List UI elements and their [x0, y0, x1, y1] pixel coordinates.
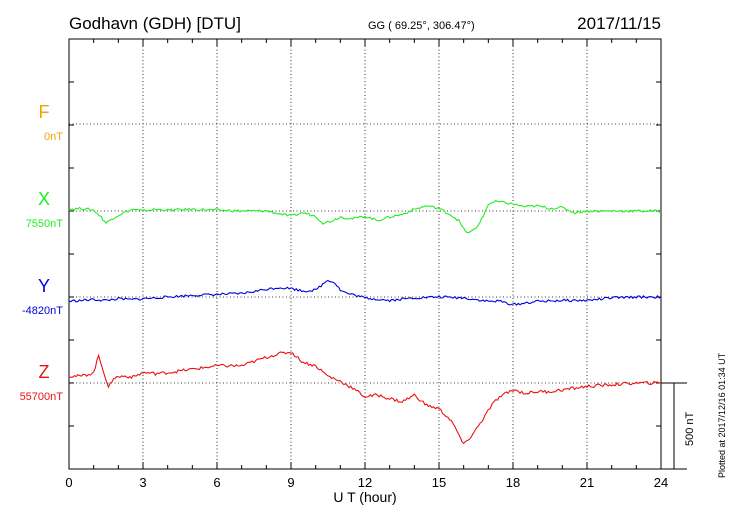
- plot-date: 2017/11/15: [577, 14, 661, 33]
- x-tick-label-12: 12: [358, 475, 372, 490]
- x-tick-label-6: 6: [213, 475, 220, 490]
- scale-bar-label: 500 nT: [684, 411, 696, 446]
- plotted-note: Plotted at 2017/12/16 01:34 UT: [717, 352, 727, 478]
- axis-ticks: [68, 39, 662, 469]
- x-tick-label-9: 9: [287, 475, 294, 490]
- series-line-X: [68, 199, 662, 234]
- series-label-Y: Y: [38, 276, 50, 296]
- series-line-Z: [68, 351, 662, 445]
- series-baseline-F: 0nT: [44, 131, 63, 143]
- x-tick-label-15: 15: [432, 475, 446, 490]
- series-baseline-X: 7550nT: [26, 218, 64, 230]
- series-labels: F 0nT X 7550nT Y -4820nT Z 55700nT: [20, 102, 64, 403]
- station-coords: GG ( 69.25°, 306.47°): [368, 20, 475, 32]
- series-baseline-Z: 55700nT: [20, 391, 64, 403]
- series-label-Z: Z: [39, 362, 50, 382]
- series-line-Y: [68, 279, 662, 306]
- x-tick-label-24: 24: [654, 475, 668, 490]
- plot-frame: [68, 38, 662, 470]
- x-tick-label-0: 0: [65, 475, 72, 490]
- x-tick-label-21: 21: [580, 475, 594, 490]
- station-title: Godhavn (GDH) [DTU]: [69, 14, 241, 33]
- scale-bar: 500 nT: [661, 382, 696, 470]
- x-tick-labels: 0 3 6 9 12 15 18 21 24: [65, 475, 668, 490]
- series-label-F: F: [39, 102, 50, 122]
- series-baseline-Y: -4820nT: [22, 305, 63, 317]
- series-lines: [68, 199, 662, 445]
- x-tick-label-18: 18: [506, 475, 520, 490]
- x-tick-label-3: 3: [139, 475, 146, 490]
- series-label-X: X: [38, 189, 50, 209]
- x-axis-title: U T (hour): [333, 489, 396, 505]
- grid: [69, 39, 661, 469]
